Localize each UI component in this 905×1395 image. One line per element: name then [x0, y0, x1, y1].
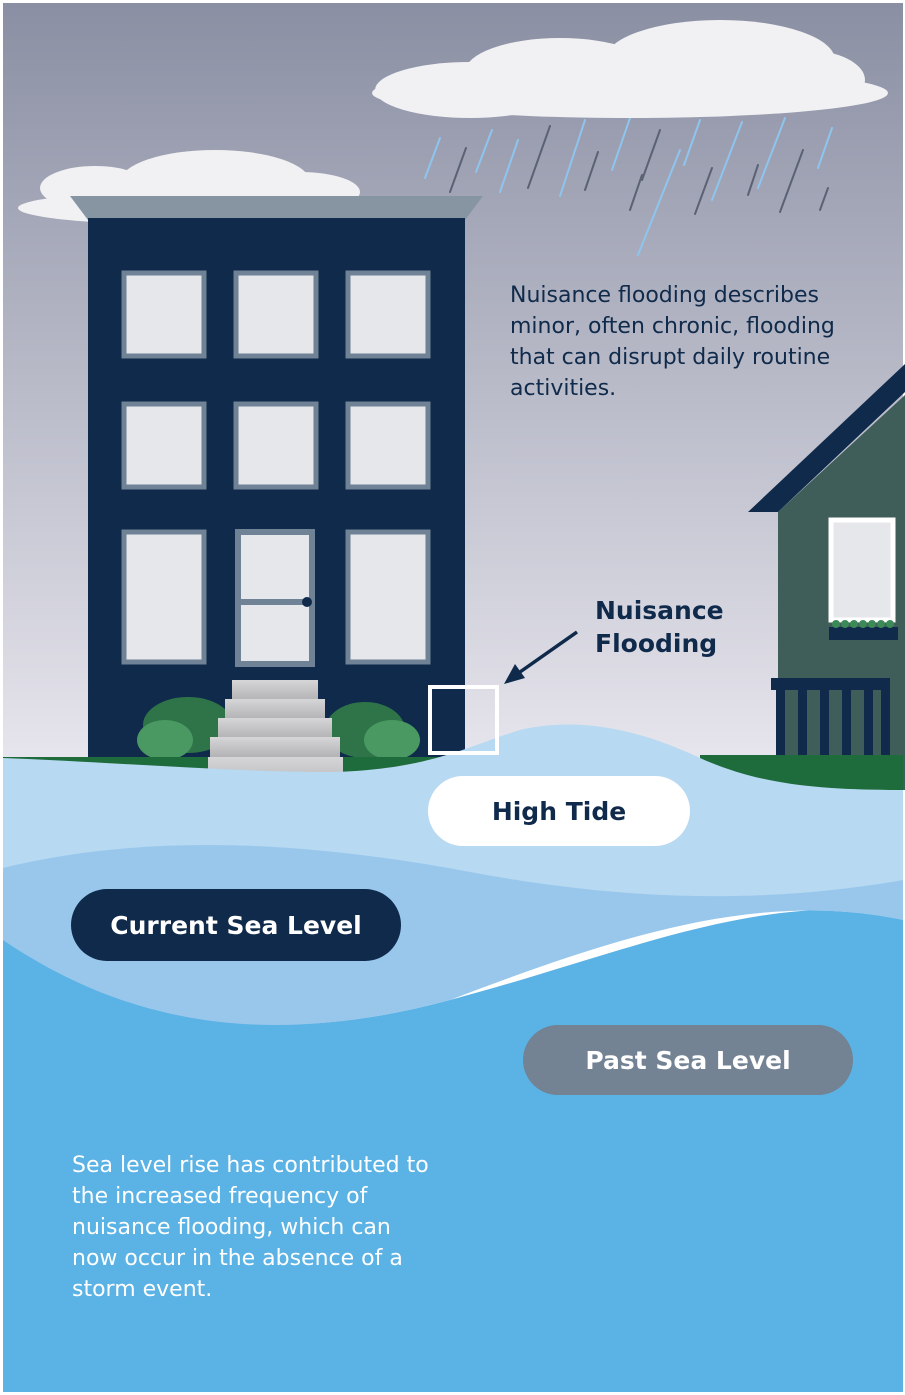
callout-line-1: Nuisance [595, 596, 724, 625]
high-tide-label: High Tide [428, 776, 690, 846]
description-top: Nuisance flooding describes minor, often… [510, 283, 835, 401]
nuisance-flooding-marker [428, 685, 499, 755]
nuisance-flooding-callout: Nuisance Flooding [595, 594, 724, 660]
current-sea-level-label: Current Sea Level [71, 889, 401, 961]
callout-line-2: Flooding [595, 629, 718, 658]
door [235, 529, 315, 667]
porch-railing [771, 678, 890, 790]
rain-icon [424, 117, 833, 256]
doorknob [302, 597, 312, 607]
house [748, 364, 905, 790]
past-sea-level-label: Past Sea Level [523, 1025, 853, 1095]
apartment-building [70, 196, 483, 778]
description-bottom: Sea level rise has contributed to the in… [72, 1153, 429, 1302]
cloud-icon [372, 20, 888, 118]
arrow-icon [504, 630, 579, 684]
